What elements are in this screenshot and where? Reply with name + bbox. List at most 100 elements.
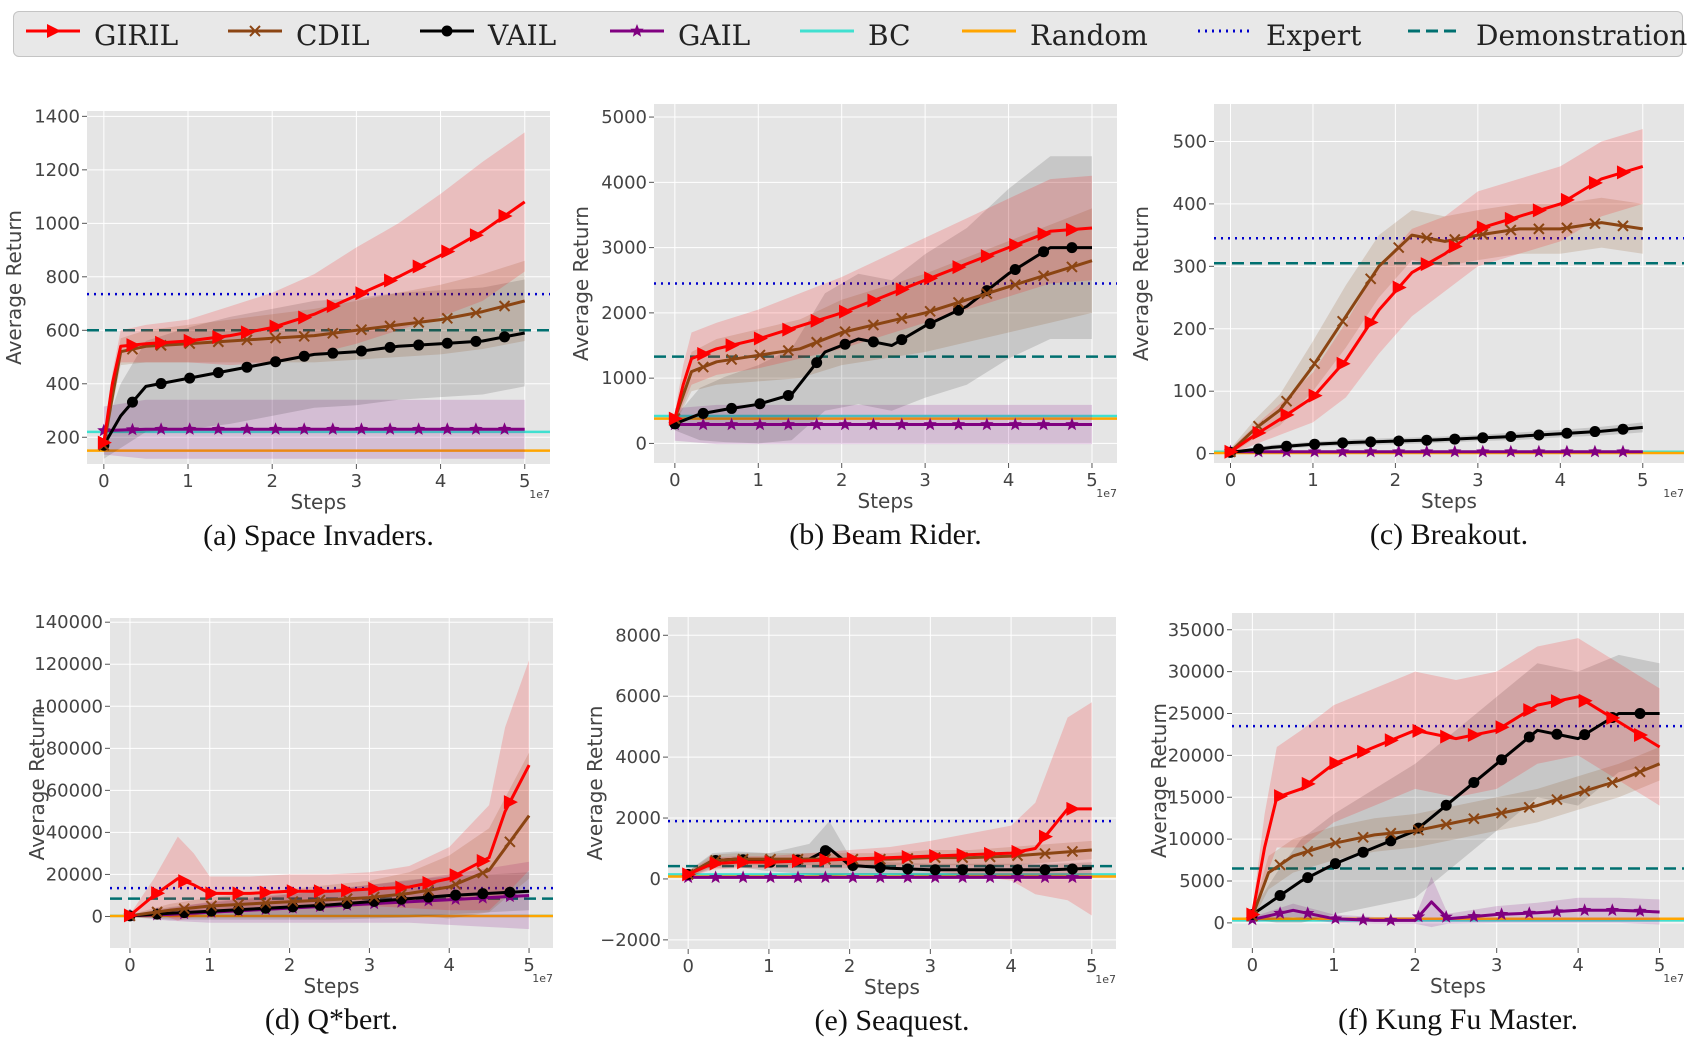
series-vail-marker bbox=[1309, 438, 1321, 450]
series-giril-marker bbox=[384, 273, 399, 288]
legend-swatch-gail bbox=[610, 24, 664, 37]
x-tick-label: 1 bbox=[763, 956, 774, 977]
y-tick-label: 200 bbox=[46, 427, 80, 448]
series-vail-marker bbox=[984, 864, 996, 876]
series-giril-marker bbox=[212, 330, 227, 345]
series-giril-marker bbox=[1274, 789, 1289, 804]
x-tick-label: 1 bbox=[204, 955, 215, 976]
series-gail-marker bbox=[1307, 444, 1322, 458]
series-vail-marker bbox=[896, 334, 908, 346]
series-giril-marker bbox=[725, 338, 740, 353]
series-vail-marker bbox=[1496, 754, 1508, 766]
legend-label: Random bbox=[1030, 19, 1148, 52]
series-cdil-marker bbox=[298, 330, 310, 342]
series-giril-marker bbox=[298, 310, 313, 325]
series-gail-marker bbox=[497, 422, 512, 435]
x-tick-label: 1 bbox=[753, 470, 764, 491]
chart-panel-6: 0 1 2 3 4 5 0 5000 10000 15000 20000 25000 30000 3500… bbox=[1147, 613, 1684, 998]
series-giril-marker bbox=[1280, 407, 1295, 422]
series-gail-marker bbox=[838, 417, 852, 431]
y-tick-label: 100000 bbox=[34, 696, 103, 717]
series-gail-marker bbox=[1065, 870, 1080, 884]
series-gail-marker bbox=[154, 422, 168, 435]
band-cdil bbox=[1252, 747, 1660, 921]
figure-caption: (f) Kung Fu Master. bbox=[1338, 1003, 1578, 1036]
chart-panel-5: 0 1 2 3 4 5 −2000 0 2000 4000 6000 8000 Steps Average… bbox=[583, 617, 1116, 999]
series-cdil-marker bbox=[1578, 785, 1591, 797]
series-giril-marker bbox=[269, 319, 284, 334]
plot-content bbox=[1232, 638, 1684, 928]
series-line-giril bbox=[1229, 164, 1644, 454]
series-giril-marker bbox=[97, 435, 112, 450]
series-giril-marker bbox=[205, 886, 220, 901]
series-giril-marker bbox=[895, 282, 910, 297]
legend-gail-marker bbox=[630, 24, 644, 37]
series-giril-marker bbox=[178, 874, 193, 889]
plot-area bbox=[1214, 104, 1684, 463]
series-gail-marker bbox=[1476, 444, 1490, 458]
series-gail-marker bbox=[125, 422, 140, 436]
series-giril-marker bbox=[183, 333, 198, 348]
series-giril-marker bbox=[476, 853, 491, 868]
y-tick-label: 140000 bbox=[34, 612, 103, 633]
series-line-giril bbox=[687, 807, 1092, 876]
legend: GIRIL CDIL VAIL GAIL BC Random Expert Demonstra… bbox=[13, 11, 1687, 57]
x-tick-label: 4 bbox=[1003, 470, 1014, 491]
series-gail-marker bbox=[1467, 909, 1481, 923]
series-cdil-marker bbox=[981, 287, 993, 300]
series-vail-marker bbox=[155, 378, 167, 390]
series-giril-marker bbox=[1336, 356, 1351, 371]
y-tick-label: 8000 bbox=[615, 625, 661, 646]
series-vail-marker bbox=[811, 357, 823, 369]
series-vail-marker bbox=[1253, 443, 1265, 455]
band-giril bbox=[674, 175, 1092, 426]
y-tick-label: 1000 bbox=[601, 368, 647, 389]
y-tick-label: 2000 bbox=[615, 808, 661, 829]
x-exponent-label: 1e7 bbox=[529, 488, 550, 501]
series-giril-marker bbox=[737, 855, 752, 870]
series-giril-marker bbox=[1246, 907, 1261, 922]
y-tick-label: 400 bbox=[1173, 194, 1207, 215]
series-giril-marker bbox=[240, 325, 255, 340]
chart-panel-1: 0 1 2 3 4 5 200 400 600 800 1000 1200 1400 Steps Avera… bbox=[2, 106, 550, 514]
legend-entry-giril: GIRIL bbox=[14, 12, 1682, 56]
x-axis-label: Steps bbox=[864, 975, 920, 999]
series-giril-marker bbox=[791, 854, 806, 869]
series-vail-marker bbox=[1579, 729, 1591, 741]
series-giril-marker bbox=[697, 346, 712, 361]
series-gail-marker bbox=[753, 417, 767, 431]
series-giril-marker bbox=[1308, 388, 1323, 403]
x-tick-label: 0 bbox=[682, 956, 693, 977]
series-gail-marker bbox=[873, 870, 887, 884]
series-giril-marker bbox=[441, 244, 456, 259]
series-cdil-marker bbox=[1364, 273, 1377, 285]
series-vail-marker bbox=[441, 337, 453, 349]
series-vail-marker bbox=[477, 888, 489, 900]
series-cdil-marker bbox=[384, 320, 396, 332]
series-vail-marker bbox=[819, 845, 831, 857]
legend-giril-marker bbox=[47, 24, 61, 38]
series-giril-marker bbox=[1301, 776, 1316, 791]
series-cdil-marker bbox=[1392, 241, 1405, 254]
series-giril-marker bbox=[668, 411, 683, 426]
series-gail-marker bbox=[928, 870, 942, 884]
series-giril-marker bbox=[1224, 444, 1239, 459]
series-cdil-marker bbox=[1357, 831, 1369, 843]
series-giril-marker bbox=[782, 322, 797, 337]
series-giril-marker bbox=[682, 867, 697, 882]
series-vail-marker bbox=[298, 350, 310, 362]
x-tick-label: 1 bbox=[1328, 955, 1339, 976]
series-gail-marker bbox=[1605, 903, 1619, 916]
series-giril-marker bbox=[341, 883, 356, 898]
x-tick-label: 0 bbox=[669, 470, 680, 491]
series-giril-marker bbox=[1329, 756, 1344, 771]
x-tick-label: 0 bbox=[124, 955, 135, 976]
series-giril-marker bbox=[1011, 844, 1026, 859]
x-tick-label: 4 bbox=[1555, 470, 1566, 491]
series-line-vail bbox=[674, 246, 1092, 426]
series-vail-marker bbox=[754, 398, 766, 410]
series-giril-marker bbox=[1384, 733, 1399, 748]
series-vail-marker bbox=[499, 331, 511, 343]
series-giril-marker bbox=[1523, 703, 1538, 718]
legend-swatch-random bbox=[962, 29, 1016, 33]
